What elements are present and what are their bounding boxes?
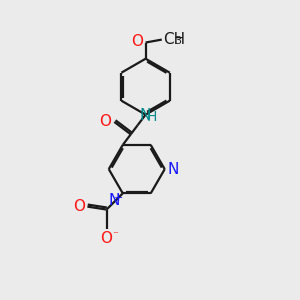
- Text: O: O: [73, 199, 85, 214]
- Text: O: O: [99, 114, 111, 129]
- Text: N: N: [167, 162, 178, 177]
- Text: CH: CH: [163, 32, 185, 47]
- Text: 3: 3: [174, 36, 181, 46]
- Text: O: O: [131, 34, 143, 50]
- Text: ⁻: ⁻: [112, 230, 118, 240]
- Text: N: N: [108, 193, 119, 208]
- Text: H: H: [147, 110, 158, 124]
- Text: O: O: [100, 231, 112, 246]
- Text: +: +: [114, 193, 123, 203]
- Text: N: N: [139, 108, 150, 123]
